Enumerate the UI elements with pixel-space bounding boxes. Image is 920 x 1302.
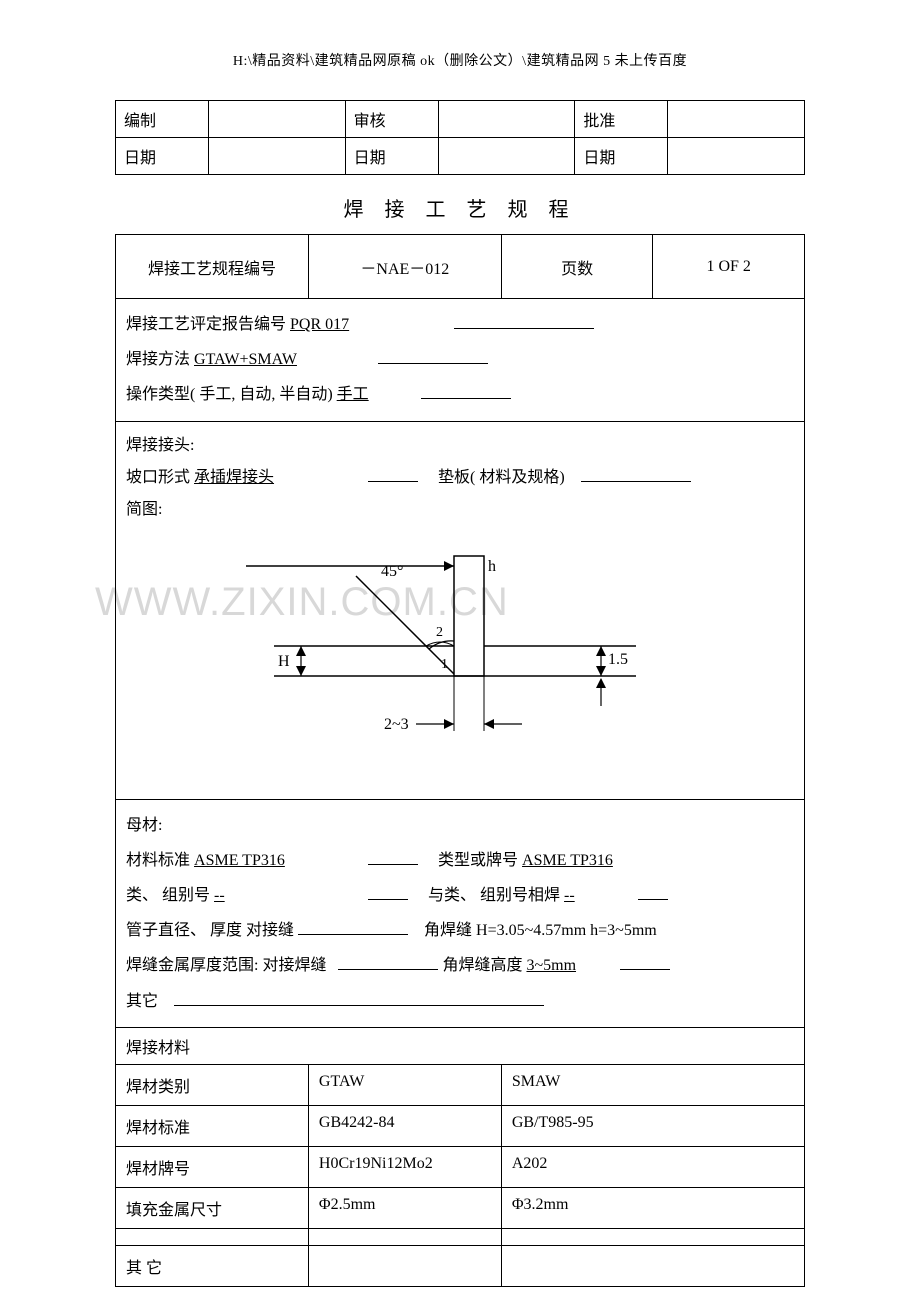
thick-label: 焊缝金属厚度范围: 对接焊缝 <box>126 957 326 974</box>
group-label: 类、 组别号 <box>126 887 210 904</box>
dim-bottom: 2~3 <box>384 716 409 733</box>
filler-cell <box>501 1228 804 1245</box>
section-base-metal: 母材: 材料标准 ASME TP316 类型或牌号 ASME TP316 类、 … <box>116 799 805 1027</box>
angle-label: 45° <box>381 563 403 580</box>
main-table: 焊接工艺规程编号 －NAE－012 页数 1 OF 2 焊接工艺评定报告编号 P… <box>115 234 805 1287</box>
page-label: 页数 <box>501 235 653 299</box>
filler-cell <box>308 1228 501 1245</box>
blank-line <box>338 969 438 970</box>
fillet-height-label: 角焊缝高度 <box>442 957 522 974</box>
pipe-label: 管子直径、 厚度 对接缝 <box>126 922 294 939</box>
other-label: 其它 <box>126 993 158 1010</box>
fillet-height-value: 3~5mm <box>526 948 616 983</box>
h-label: h <box>488 558 496 575</box>
blank-line <box>298 934 408 935</box>
filler-row: 焊材类别 GTAW SMAW <box>116 1064 805 1105</box>
filler-cell: 焊材牌号 <box>116 1146 309 1187</box>
diagram-svg: 45° h 2 1 H <box>206 546 666 776</box>
pass1-label: 1 <box>441 657 448 672</box>
blank-line <box>368 864 418 865</box>
group-value: -- <box>214 878 364 913</box>
approval-cell: 批准 <box>575 101 668 138</box>
pqr-value: PQR 017 <box>290 307 450 342</box>
filler-row: 其 它 <box>116 1245 805 1286</box>
approval-cell: 日期 <box>575 138 668 175</box>
filler-cell: A202 <box>501 1146 804 1187</box>
group2-value: -- <box>564 878 634 913</box>
group2-label: 与类、 组别号相焊 <box>428 887 560 904</box>
matstd-label: 材料标准 <box>126 852 190 869</box>
grade-label: 类型或牌号 <box>438 852 518 869</box>
blank-line <box>638 899 668 900</box>
approval-cell: 审核 <box>345 101 438 138</box>
H-label: H <box>278 653 290 670</box>
approval-cell <box>208 138 345 175</box>
base-header: 母材: <box>126 808 794 843</box>
section-joint: 焊接接头: 坡口形式 承插焊接头 垫板( 材料及规格) 简图: <box>116 421 805 799</box>
wps-header-row: 焊接工艺规程编号 －NAE－012 页数 1 OF 2 <box>116 235 805 299</box>
filler-cell: 焊材类别 <box>116 1064 309 1105</box>
filler-cell: 焊材标准 <box>116 1105 309 1146</box>
filler-cell: Φ3.2mm <box>501 1187 804 1228</box>
filler-cell <box>501 1245 804 1286</box>
filler-row <box>116 1228 805 1245</box>
blank-line <box>421 398 511 399</box>
page-title: 焊 接 工 艺 规 程 <box>115 193 805 222</box>
section-general: 焊接工艺评定报告编号 PQR 017 焊接方法 GTAW+SMAW 操作类型( … <box>116 299 805 422</box>
approval-cell <box>438 138 575 175</box>
wps-number-label: 焊接工艺规程编号 <box>116 235 309 299</box>
blank-line <box>368 481 418 482</box>
approval-cell <box>438 101 575 138</box>
filler-row: 焊材牌号 H0Cr19Ni12Mo2 A202 <box>116 1146 805 1187</box>
filler-cell: 填充金属尺寸 <box>116 1187 309 1228</box>
pqr-label: 焊接工艺评定报告编号 <box>126 316 286 333</box>
approval-cell <box>668 101 805 138</box>
optype-value: 手工 <box>337 377 417 412</box>
approval-cell: 日期 <box>345 138 438 175</box>
filler-cell: GB4242-84 <box>308 1105 501 1146</box>
groove-value: 承插焊接头 <box>194 462 364 494</box>
groove-label: 坡口形式 <box>126 469 190 486</box>
method-value: GTAW+SMAW <box>194 342 374 377</box>
filler-cell: GTAW <box>308 1064 501 1105</box>
blank-line <box>454 328 594 329</box>
section-filler-header: 焊接材料 <box>116 1027 805 1064</box>
sketch-label: 简图: <box>126 494 794 526</box>
method-label: 焊接方法 <box>126 351 190 368</box>
filler-header: 焊接材料 <box>116 1027 805 1064</box>
approval-table: 编制 审核 批准 日期 日期 日期 <box>115 100 805 175</box>
blank-line <box>368 899 408 900</box>
matstd-value: ASME TP316 <box>194 843 364 878</box>
pass2-label: 2 <box>436 625 443 640</box>
filler-cell <box>308 1245 501 1286</box>
approval-cell: 日期 <box>116 138 209 175</box>
approval-cell <box>668 138 805 175</box>
fillet-dims: 角焊缝 H=3.05~4.57mm h=3~5mm <box>424 922 657 939</box>
blank-line <box>620 969 670 970</box>
approval-row-2: 日期 日期 日期 <box>116 138 805 175</box>
wps-number-value: －NAE－012 <box>308 235 501 299</box>
blank-line <box>378 363 488 364</box>
filler-cell: SMAW <box>501 1064 804 1105</box>
filler-cell: Φ2.5mm <box>308 1187 501 1228</box>
filler-cell <box>116 1228 309 1245</box>
grade-value: ASME TP316 <box>522 843 662 878</box>
approval-cell <box>208 101 345 138</box>
joint-diagram: 45° h 2 1 H <box>206 546 794 781</box>
filler-cell: 其 它 <box>116 1245 309 1286</box>
approval-row-1: 编制 审核 批准 <box>116 101 805 138</box>
filler-cell: GB/T985-95 <box>501 1105 804 1146</box>
joint-header: 焊接接头: <box>126 430 794 462</box>
approval-cell: 编制 <box>116 101 209 138</box>
filler-row: 填充金属尺寸 Φ2.5mm Φ3.2mm <box>116 1187 805 1228</box>
dim-right: 1.5 <box>608 651 628 668</box>
backing-label: 垫板( 材料及规格) <box>438 469 565 486</box>
blank-line <box>581 481 691 482</box>
optype-label: 操作类型( 手工, 自动, 半自动) <box>126 386 333 403</box>
header-path: H:\精品资料\建筑精品网原稿 ok（删除公文）\建筑精品网 5 未上传百度 <box>115 50 805 70</box>
blank-line <box>174 1005 544 1006</box>
page-value: 1 OF 2 <box>653 235 805 299</box>
filler-row: 焊材标准 GB4242-84 GB/T985-95 <box>116 1105 805 1146</box>
filler-cell: H0Cr19Ni12Mo2 <box>308 1146 501 1187</box>
